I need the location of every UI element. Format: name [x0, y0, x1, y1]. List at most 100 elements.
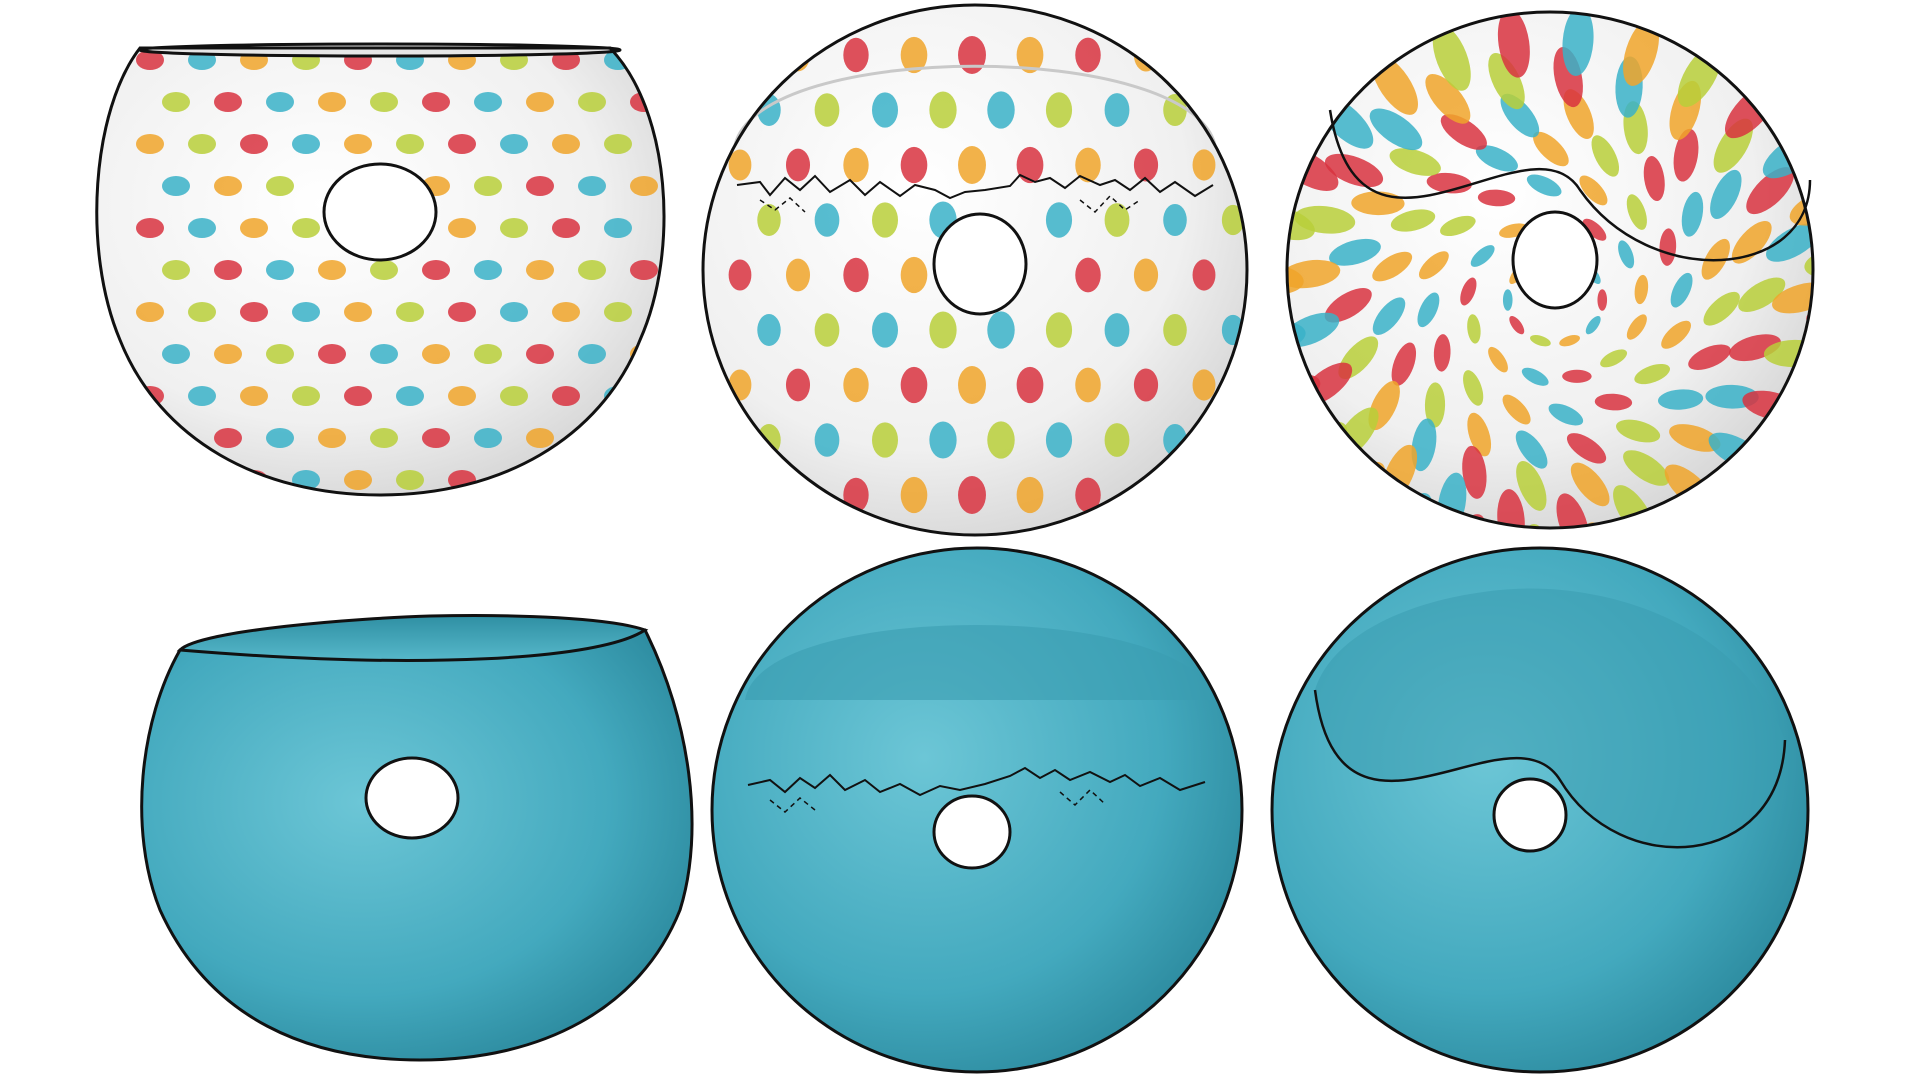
- polka-dot: [526, 260, 554, 280]
- polka-dot: [1661, 320, 1692, 349]
- jagged-cut-line: [736, 173, 1214, 200]
- polka-dot: [1681, 191, 1704, 237]
- polka-dot: [958, 476, 986, 514]
- polka-dot: [1566, 433, 1607, 464]
- polka-dot: [422, 344, 450, 364]
- polka-dot: [1163, 93, 1187, 127]
- polka-dot: [266, 428, 294, 448]
- polka-dot: [604, 134, 632, 154]
- polka-dot: [1045, 422, 1073, 458]
- polka-dot: [474, 176, 502, 196]
- polka-dot: [578, 92, 606, 112]
- polka-dot: [240, 134, 268, 154]
- panel-textured-cup: [95, 42, 666, 497]
- polka-dot: [396, 302, 424, 322]
- polka-dot: [1502, 394, 1531, 425]
- polka-dot: [552, 134, 580, 154]
- polka-dot: [604, 218, 632, 238]
- polka-dot: [1016, 476, 1044, 514]
- polka-dot: [1045, 202, 1073, 238]
- polka-dot: [240, 302, 268, 322]
- polka-dot: [214, 92, 242, 112]
- polka-dot: [929, 91, 957, 129]
- polka-dot: [1460, 277, 1477, 306]
- polka-dot: [1746, 167, 1794, 215]
- polka-dot: [1372, 251, 1413, 282]
- polka-dot: [958, 146, 986, 184]
- polka-dot: [1570, 462, 1610, 507]
- polka-dot: [1163, 313, 1187, 347]
- polka-dot: [1736, 451, 1792, 504]
- polka-dot: [1643, 156, 1665, 202]
- polka-dot: [958, 366, 986, 404]
- polka-dot: [188, 470, 216, 490]
- polka-dot: [1104, 203, 1130, 237]
- polka-dot: [578, 344, 606, 364]
- polka-dot: [872, 202, 898, 238]
- polka-dot: [1670, 272, 1693, 308]
- polka-dot: [1600, 349, 1628, 368]
- polka-dot: [1488, 346, 1508, 373]
- polka-dot: [292, 302, 320, 322]
- polka-dot: [136, 134, 164, 154]
- polka-dot: [214, 344, 242, 364]
- polka-dot: [1585, 315, 1601, 335]
- polka-dot: [266, 260, 294, 280]
- polka-dot: [162, 344, 190, 364]
- polka-dot: [1192, 39, 1216, 71]
- polka-dot: [552, 386, 580, 406]
- polka-dot: [526, 344, 554, 364]
- polka-dot: [266, 176, 294, 196]
- polka-dot: [1771, 409, 1813, 453]
- polka-dot: [578, 176, 606, 196]
- polka-dot: [136, 470, 164, 490]
- polka-dot: [448, 134, 476, 154]
- polka-dot: [1411, 418, 1437, 472]
- polka-dot: [552, 218, 580, 238]
- polka-dot: [422, 92, 450, 112]
- polka-dot: [843, 147, 869, 183]
- polka-dot: [1703, 291, 1740, 326]
- polka-dot: [1133, 148, 1159, 182]
- polka-dot: [1016, 146, 1044, 184]
- polka-dot: [728, 369, 752, 401]
- polka-dot: [872, 312, 898, 348]
- polka-dot: [1692, 485, 1739, 528]
- polka-dot: [344, 470, 372, 490]
- polka-dot: [240, 386, 268, 406]
- polka-dot: [1016, 366, 1044, 404]
- polka-dot: [396, 386, 424, 406]
- polka-dot: [843, 257, 869, 293]
- polka-dot: [162, 260, 190, 280]
- polka-dot: [843, 37, 869, 73]
- polka-dot: [1618, 240, 1635, 269]
- polka-dot: [1439, 215, 1476, 237]
- polka-dot: [448, 218, 476, 238]
- polka-dot: [1329, 238, 1381, 266]
- polka-dot: [162, 176, 190, 196]
- panel-textured-jagged: [701, 3, 1249, 537]
- polka-dot: [240, 218, 268, 238]
- polka-dot: [785, 38, 811, 72]
- polka-dot: [370, 260, 398, 280]
- polka-dot: [1391, 342, 1417, 386]
- polka-dot: [1192, 149, 1216, 181]
- polka-dot: [1372, 297, 1406, 335]
- polka-dot: [214, 428, 242, 448]
- polka-dot: [604, 302, 632, 322]
- polka-dot: [1133, 368, 1159, 402]
- polka-dot: [1673, 128, 1699, 182]
- polka-dot: [785, 478, 811, 512]
- polka-dot: [1559, 335, 1580, 347]
- polka-dot: [1016, 36, 1044, 74]
- polka-dot: [188, 302, 216, 322]
- polka-dot: [872, 422, 898, 458]
- polka-dot: [1731, 220, 1772, 264]
- polka-dot: [1766, 223, 1813, 262]
- polka-dot: [757, 314, 781, 346]
- polka-dot: [900, 256, 928, 294]
- polka-dot: [1324, 288, 1372, 323]
- polka-dot: [1623, 19, 1659, 86]
- polka-dot: [1582, 218, 1607, 241]
- polka-dot: [630, 428, 658, 448]
